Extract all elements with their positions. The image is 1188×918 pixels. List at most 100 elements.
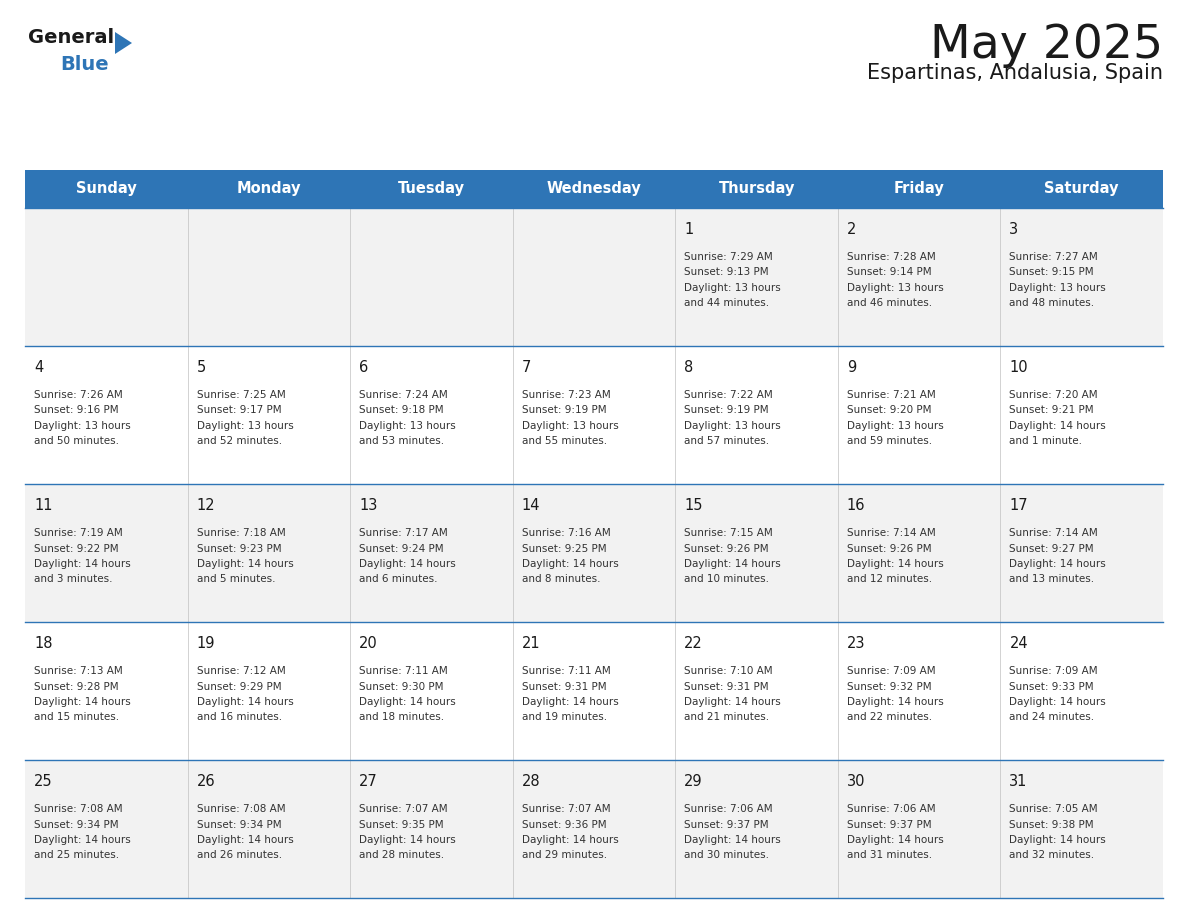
Text: Daylight: 14 hours: Daylight: 14 hours [522, 559, 619, 569]
Text: Sunrise: 7:21 AM: Sunrise: 7:21 AM [847, 390, 936, 400]
Text: 20: 20 [359, 636, 378, 651]
Text: 3: 3 [1010, 222, 1018, 237]
Bar [25, 622, 1163, 760]
Text: 25: 25 [34, 774, 52, 789]
Text: 5: 5 [196, 360, 206, 375]
Text: Daylight: 14 hours: Daylight: 14 hours [1010, 559, 1106, 569]
Text: 19: 19 [196, 636, 215, 651]
Text: Daylight: 14 hours: Daylight: 14 hours [196, 835, 293, 845]
Text: 7: 7 [522, 360, 531, 375]
Text: Sunrise: 7:29 AM: Sunrise: 7:29 AM [684, 252, 773, 262]
Text: and 31 minutes.: and 31 minutes. [847, 850, 931, 860]
Text: Sunrise: 7:28 AM: Sunrise: 7:28 AM [847, 252, 936, 262]
Bar [25, 208, 1163, 346]
Text: 10: 10 [1010, 360, 1028, 375]
Bar [25, 484, 1163, 622]
Text: Sunrise: 7:14 AM: Sunrise: 7:14 AM [847, 528, 936, 538]
Text: and 44 minutes.: and 44 minutes. [684, 298, 770, 308]
Text: Sunrise: 7:23 AM: Sunrise: 7:23 AM [522, 390, 611, 400]
Text: Sunrise: 7:15 AM: Sunrise: 7:15 AM [684, 528, 773, 538]
Text: Sunset: 9:29 PM: Sunset: 9:29 PM [196, 681, 282, 691]
Text: and 12 minutes.: and 12 minutes. [847, 575, 931, 585]
Text: Sunset: 9:25 PM: Sunset: 9:25 PM [522, 543, 606, 554]
Text: Sunset: 9:31 PM: Sunset: 9:31 PM [684, 681, 769, 691]
Text: Sunrise: 7:07 AM: Sunrise: 7:07 AM [359, 804, 448, 814]
Text: and 16 minutes.: and 16 minutes. [196, 712, 282, 722]
Text: and 15 minutes.: and 15 minutes. [34, 712, 119, 722]
Text: Sunrise: 7:20 AM: Sunrise: 7:20 AM [1010, 390, 1098, 400]
Polygon shape [115, 32, 132, 54]
Text: 23: 23 [847, 636, 865, 651]
Text: 9: 9 [847, 360, 857, 375]
Text: 8: 8 [684, 360, 694, 375]
Text: Sunset: 9:19 PM: Sunset: 9:19 PM [522, 406, 606, 416]
Text: Daylight: 14 hours: Daylight: 14 hours [34, 559, 131, 569]
Text: and 1 minute.: and 1 minute. [1010, 436, 1082, 446]
Text: Daylight: 13 hours: Daylight: 13 hours [1010, 283, 1106, 293]
Text: Sunrise: 7:12 AM: Sunrise: 7:12 AM [196, 666, 285, 676]
Text: Daylight: 14 hours: Daylight: 14 hours [34, 697, 131, 707]
Text: Daylight: 14 hours: Daylight: 14 hours [847, 559, 943, 569]
Text: Daylight: 14 hours: Daylight: 14 hours [359, 835, 456, 845]
Text: Sunrise: 7:06 AM: Sunrise: 7:06 AM [684, 804, 773, 814]
Text: and 25 minutes.: and 25 minutes. [34, 850, 119, 860]
Text: Daylight: 13 hours: Daylight: 13 hours [522, 421, 619, 431]
Text: Sunset: 9:34 PM: Sunset: 9:34 PM [196, 820, 282, 830]
Text: and 28 minutes.: and 28 minutes. [359, 850, 444, 860]
Text: 12: 12 [196, 498, 215, 513]
Text: and 8 minutes.: and 8 minutes. [522, 575, 600, 585]
Text: Daylight: 13 hours: Daylight: 13 hours [847, 421, 943, 431]
Text: Daylight: 14 hours: Daylight: 14 hours [847, 835, 943, 845]
Text: Sunrise: 7:27 AM: Sunrise: 7:27 AM [1010, 252, 1098, 262]
Text: and 32 minutes.: and 32 minutes. [1010, 850, 1094, 860]
Text: Espartinas, Andalusia, Spain: Espartinas, Andalusia, Spain [867, 63, 1163, 83]
Text: and 10 minutes.: and 10 minutes. [684, 575, 770, 585]
Text: Wednesday: Wednesday [546, 182, 642, 196]
Text: Sunset: 9:21 PM: Sunset: 9:21 PM [1010, 406, 1094, 416]
Text: 18: 18 [34, 636, 52, 651]
Text: and 50 minutes.: and 50 minutes. [34, 436, 119, 446]
Text: Sunset: 9:37 PM: Sunset: 9:37 PM [684, 820, 769, 830]
Text: 11: 11 [34, 498, 52, 513]
Text: Sunset: 9:32 PM: Sunset: 9:32 PM [847, 681, 931, 691]
Text: 4: 4 [34, 360, 43, 375]
Text: 17: 17 [1010, 498, 1028, 513]
Text: Sunrise: 7:05 AM: Sunrise: 7:05 AM [1010, 804, 1098, 814]
Text: Tuesday: Tuesday [398, 182, 465, 196]
Text: Daylight: 14 hours: Daylight: 14 hours [359, 559, 456, 569]
Text: Daylight: 14 hours: Daylight: 14 hours [1010, 421, 1106, 431]
Text: Daylight: 14 hours: Daylight: 14 hours [34, 835, 131, 845]
Text: Daylight: 14 hours: Daylight: 14 hours [522, 835, 619, 845]
Text: Daylight: 13 hours: Daylight: 13 hours [359, 421, 456, 431]
Text: and 57 minutes.: and 57 minutes. [684, 436, 770, 446]
Text: Sunset: 9:13 PM: Sunset: 9:13 PM [684, 267, 769, 277]
Text: 31: 31 [1010, 774, 1028, 789]
Text: Daylight: 14 hours: Daylight: 14 hours [684, 559, 781, 569]
Text: 16: 16 [847, 498, 865, 513]
Text: Sunset: 9:26 PM: Sunset: 9:26 PM [684, 543, 769, 554]
Text: and 5 minutes.: and 5 minutes. [196, 575, 276, 585]
Text: and 26 minutes.: and 26 minutes. [196, 850, 282, 860]
Text: and 21 minutes.: and 21 minutes. [684, 712, 770, 722]
Bar [25, 346, 1163, 484]
Text: 30: 30 [847, 774, 865, 789]
Text: Sunrise: 7:09 AM: Sunrise: 7:09 AM [847, 666, 935, 676]
Text: Sunrise: 7:06 AM: Sunrise: 7:06 AM [847, 804, 935, 814]
Text: Sunset: 9:38 PM: Sunset: 9:38 PM [1010, 820, 1094, 830]
Text: Daylight: 14 hours: Daylight: 14 hours [359, 697, 456, 707]
Text: Daylight: 14 hours: Daylight: 14 hours [847, 697, 943, 707]
Text: Sunset: 9:33 PM: Sunset: 9:33 PM [1010, 681, 1094, 691]
Text: 1: 1 [684, 222, 694, 237]
Text: and 22 minutes.: and 22 minutes. [847, 712, 931, 722]
Text: Thursday: Thursday [719, 182, 795, 196]
Text: Sunset: 9:35 PM: Sunset: 9:35 PM [359, 820, 444, 830]
Text: Monday: Monday [236, 182, 301, 196]
Text: and 30 minutes.: and 30 minutes. [684, 850, 770, 860]
Text: Sunrise: 7:11 AM: Sunrise: 7:11 AM [522, 666, 611, 676]
Text: Sunset: 9:26 PM: Sunset: 9:26 PM [847, 543, 931, 554]
Text: Sunrise: 7:11 AM: Sunrise: 7:11 AM [359, 666, 448, 676]
Text: Sunrise: 7:09 AM: Sunrise: 7:09 AM [1010, 666, 1098, 676]
Text: Blue: Blue [61, 55, 108, 74]
Text: Friday: Friday [893, 182, 944, 196]
Text: Saturday: Saturday [1044, 182, 1119, 196]
